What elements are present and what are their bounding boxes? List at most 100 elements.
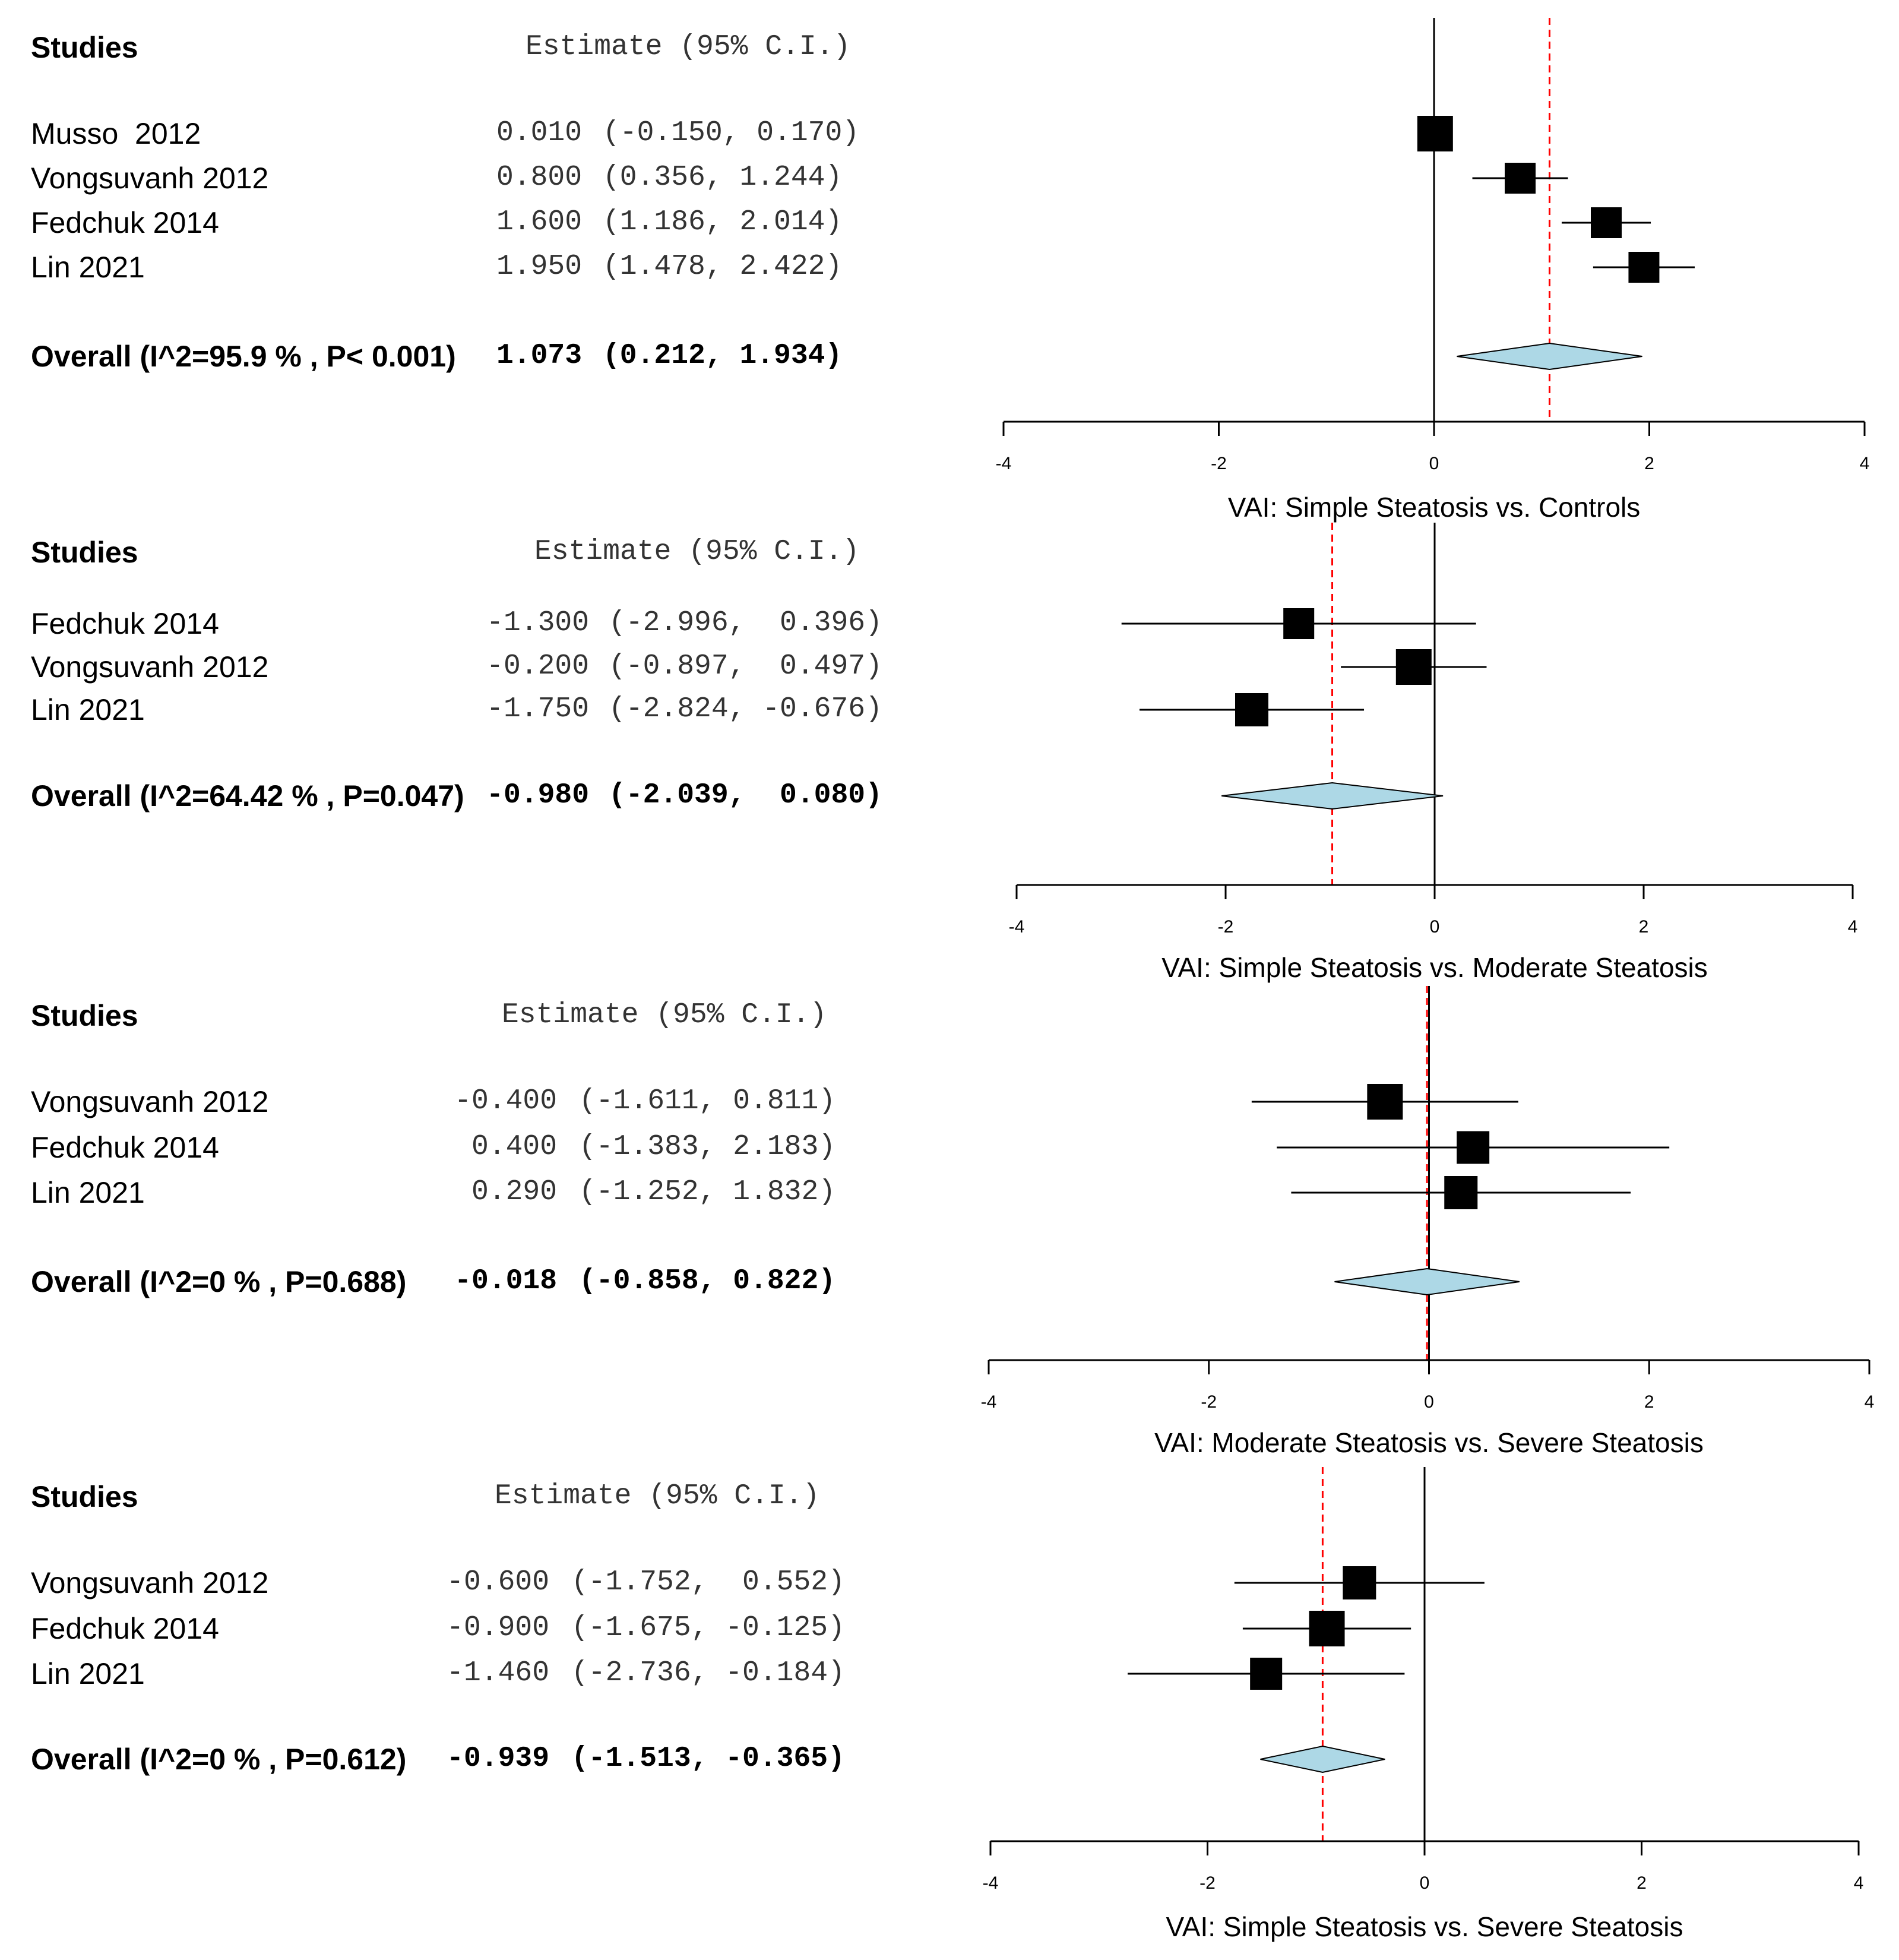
x-tick-label: 2: [1644, 454, 1654, 473]
x-tick-label: -2: [1218, 917, 1234, 937]
study-estimate-square: [1309, 1611, 1345, 1646]
forest-panel-1: Studies Estimate (95% C.I.) Musso 2012 0.01…: [0, 18, 1899, 540]
study-ci: (-2.996, 0.396): [609, 607, 882, 639]
study-estimate-square: [1235, 693, 1268, 726]
study-ci: (-1.383, 2.183): [579, 1131, 836, 1163]
study-label: Lin 2021: [31, 1176, 145, 1209]
x-tick-label: 0: [1420, 1873, 1430, 1893]
study-label: Vongsuvanh 2012: [31, 650, 269, 684]
study-label: Fedchuk 2014: [31, 206, 219, 239]
x-tick-label: 0: [1430, 917, 1440, 937]
x-tick-label: 0: [1429, 454, 1439, 473]
x-axis-title: VAI: Simple Steatosis vs. Severe Steatos…: [1166, 1911, 1683, 1942]
overall-estimate: -0.980: [486, 779, 589, 811]
x-tick-label: -2: [1201, 1392, 1217, 1412]
forest-panel-2: Studies Estimate (95% C.I.) Fedchuk 2014 -1…: [0, 523, 1899, 1001]
overall-label: Overall (I^2=64.42 % , P=0.047): [31, 779, 464, 813]
forest-panel-4: Studies Estimate (95% C.I.) Vongsuvanh 201…: [0, 1467, 1899, 1960]
x-tick-label: 4: [1860, 454, 1870, 473]
study-estimate: -0.400: [454, 1085, 557, 1117]
study-estimate-square: [1457, 1131, 1490, 1164]
study-estimate-square: [1591, 207, 1622, 238]
study-label: Fedchuk 2014: [31, 607, 219, 640]
studies-header: Studies: [31, 999, 138, 1032]
study-label: Fedchuk 2014: [31, 1131, 219, 1164]
study-estimate-square: [1283, 608, 1315, 639]
overall-ci: (-2.039, 0.080): [609, 779, 882, 811]
study-label: Vongsuvanh 2012: [31, 1566, 269, 1599]
study-ci: (0.356, 1.244): [603, 162, 843, 194]
study-ci: (-1.252, 1.832): [579, 1176, 836, 1208]
overall-estimate: -0.939: [447, 1743, 549, 1775]
x-tick-label: 4: [1865, 1392, 1875, 1412]
study-label: Lin 2021: [31, 251, 145, 284]
x-axis-title: VAI: Simple Steatosis vs. Moderate Steat…: [1161, 952, 1708, 983]
overall-estimate: 1.073: [496, 340, 582, 372]
study-estimate-square: [1505, 163, 1536, 194]
overall-diamond: [1221, 782, 1444, 810]
overall-diamond: [1457, 342, 1642, 371]
study-estimate: 0.010: [496, 117, 582, 149]
x-tick-label: -2: [1211, 454, 1227, 473]
study-ci: (-0.897, 0.497): [609, 650, 882, 682]
estimate-header: Estimate (95% C.I.): [502, 999, 827, 1031]
study-estimate-square: [1250, 1658, 1283, 1690]
forest-plot-svg: -4 -2 0 2 4 VAI: Simple Steatosis vs. Control…: [996, 18, 1870, 523]
study-ci: (-1.611, 0.811): [579, 1085, 836, 1117]
study-estimate-square: [1395, 649, 1432, 685]
overall-estimate: -0.018: [454, 1265, 557, 1297]
studies-header: Studies: [31, 1480, 138, 1513]
x-tick-label: -4: [996, 454, 1012, 473]
estimate-header: Estimate (95% C.I.): [526, 31, 851, 63]
forest-plot-svg: -4 -2 0 2 4 VAI: Simple Steatosis vs. Severe …: [983, 1467, 1864, 1942]
study-estimate: -1.750: [486, 693, 589, 725]
study-label: Lin 2021: [31, 693, 145, 726]
study-ci: (-2.824, -0.676): [609, 693, 882, 725]
forest-panel-3: Studies Estimate (95% C.I.) Vongsuvanh 201…: [0, 986, 1899, 1476]
overall-ci: (-1.513, -0.365): [571, 1743, 845, 1775]
x-axis-title: VAI: Simple Steatosis vs. Controls: [1228, 492, 1641, 523]
study-label: Vongsuvanh 2012: [31, 1085, 269, 1118]
study-label: Fedchuk 2014: [31, 1612, 219, 1645]
x-tick-label: 2: [1637, 1873, 1647, 1893]
study-estimate: 0.290: [471, 1176, 557, 1208]
study-estimate-square: [1367, 1084, 1403, 1120]
studies-header: Studies: [31, 31, 138, 64]
x-tick-label: 0: [1424, 1392, 1434, 1412]
study-estimate: 0.800: [496, 162, 582, 194]
studies-header: Studies: [31, 536, 138, 569]
x-tick-label: 4: [1848, 917, 1858, 937]
x-tick-label: -4: [1009, 917, 1025, 937]
x-tick-label: 4: [1854, 1873, 1864, 1893]
overall-label: Overall (I^2=0 % , P=0.612): [31, 1743, 407, 1776]
study-label: Lin 2021: [31, 1657, 145, 1690]
study-ci: (1.186, 2.014): [603, 206, 843, 238]
overall-label: Overall (I^2=0 % , P=0.688): [31, 1265, 407, 1298]
study-estimate-square: [1444, 1176, 1478, 1209]
x-axis-title: VAI: Moderate Steatosis vs. Severe Steat…: [1154, 1427, 1704, 1458]
study-ci: (-2.736, -0.184): [571, 1657, 845, 1689]
overall-label: Overall (I^2=95.9 % , P< 0.001): [31, 340, 456, 373]
estimate-header: Estimate (95% C.I.): [534, 536, 860, 568]
study-estimate-square: [1343, 1566, 1376, 1599]
estimate-header: Estimate (95% C.I.): [495, 1480, 820, 1512]
overall-ci: (-0.858, 0.822): [579, 1265, 836, 1297]
forest-plot-svg: -4 -2 0 2 4 VAI: Simple Steatosis vs. Moderat…: [1009, 523, 1858, 983]
x-tick-label: 2: [1639, 917, 1649, 937]
study-label: Musso 2012: [31, 117, 201, 150]
overall-diamond: [1334, 1267, 1520, 1296]
x-tick-label: -4: [981, 1392, 997, 1412]
study-estimate: -1.460: [447, 1657, 549, 1689]
x-tick-label: 2: [1644, 1392, 1654, 1412]
study-ci: (-1.675, -0.125): [571, 1612, 845, 1644]
study-estimate-square: [1417, 116, 1453, 151]
study-ci: (-0.150, 0.170): [603, 117, 860, 149]
study-estimate: -0.200: [486, 650, 589, 682]
study-estimate: 1.950: [496, 251, 582, 283]
x-tick-label: -2: [1199, 1873, 1216, 1893]
study-estimate-square: [1628, 252, 1660, 283]
study-ci: (1.478, 2.422): [603, 251, 843, 283]
forest-plot-svg: -4 -2 0 2 4 VAI: Moderate Steatosis vs. Sever…: [981, 986, 1875, 1458]
study-estimate: 1.600: [496, 206, 582, 238]
